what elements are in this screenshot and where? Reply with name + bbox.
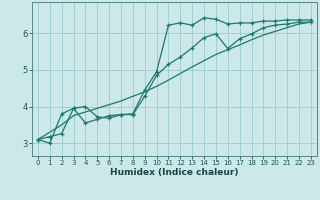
X-axis label: Humidex (Indice chaleur): Humidex (Indice chaleur)	[110, 168, 239, 177]
